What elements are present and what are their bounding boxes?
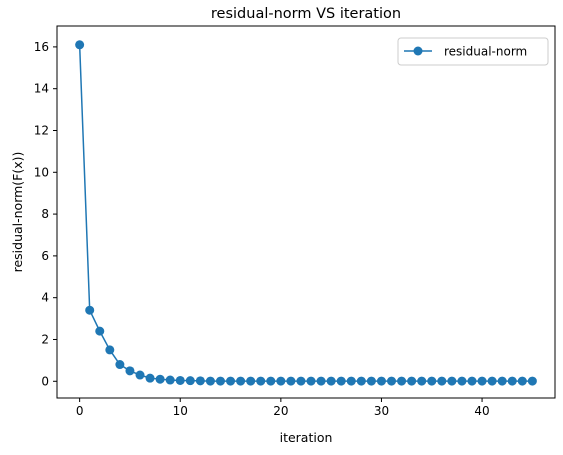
data-point bbox=[457, 376, 467, 386]
data-point bbox=[95, 326, 105, 336]
data-point bbox=[487, 376, 497, 386]
y-tick-label: 16 bbox=[34, 40, 49, 54]
data-point bbox=[236, 376, 246, 386]
data-point bbox=[246, 376, 256, 386]
data-point bbox=[195, 376, 205, 386]
y-tick-label: 14 bbox=[34, 82, 49, 96]
data-point bbox=[467, 376, 477, 386]
x-axis-ticks: 0 10 20 30 40 bbox=[76, 398, 490, 418]
data-point bbox=[175, 375, 185, 385]
data-point bbox=[306, 376, 316, 386]
y-tick-label: 8 bbox=[41, 207, 49, 221]
data-point bbox=[266, 376, 276, 386]
data-point bbox=[437, 376, 447, 386]
chart-title: residual-norm VS iteration bbox=[211, 6, 401, 22]
y-tick-label: 10 bbox=[34, 165, 49, 179]
data-point bbox=[165, 375, 175, 385]
data-point bbox=[356, 376, 366, 386]
data-point bbox=[145, 373, 155, 383]
legend-marker-swatch bbox=[413, 46, 423, 56]
data-point bbox=[417, 376, 427, 386]
data-point bbox=[276, 376, 286, 386]
x-tick-label: 30 bbox=[374, 404, 389, 418]
data-point bbox=[387, 376, 397, 386]
data-point bbox=[226, 376, 236, 386]
data-point bbox=[507, 376, 517, 386]
y-tick-label: 4 bbox=[41, 291, 49, 305]
plot-area bbox=[75, 40, 537, 386]
data-point bbox=[316, 376, 326, 386]
series-line bbox=[78, 44, 533, 382]
data-point bbox=[85, 305, 95, 315]
data-point bbox=[105, 345, 115, 355]
x-tick-label: 40 bbox=[474, 404, 489, 418]
data-point bbox=[477, 376, 487, 386]
y-axis-label: residual-norm(F(x)) bbox=[10, 152, 25, 273]
y-axis-ticks: 0 2 4 6 8 10 12 14 16 bbox=[34, 40, 57, 388]
data-point bbox=[336, 376, 346, 386]
y-tick-label: 0 bbox=[41, 374, 49, 388]
data-point bbox=[155, 374, 165, 384]
data-point bbox=[135, 370, 145, 380]
legend: residual-norm bbox=[397, 37, 549, 66]
data-point bbox=[497, 376, 507, 386]
x-tick-label: 0 bbox=[76, 404, 84, 418]
data-point bbox=[185, 376, 195, 386]
data-point bbox=[366, 376, 376, 386]
data-point bbox=[326, 376, 336, 386]
data-point bbox=[286, 376, 296, 386]
data-point bbox=[447, 376, 457, 386]
data-point bbox=[296, 376, 306, 386]
data-point bbox=[115, 360, 125, 370]
data-point bbox=[205, 376, 215, 386]
axes-frame bbox=[56, 25, 556, 399]
x-tick-label: 20 bbox=[273, 404, 288, 418]
data-point bbox=[75, 40, 85, 50]
data-point bbox=[527, 376, 537, 386]
data-point bbox=[427, 376, 437, 386]
data-point bbox=[346, 376, 356, 386]
data-point bbox=[125, 366, 135, 376]
legend-box bbox=[397, 37, 549, 66]
y-tick-label: 2 bbox=[41, 332, 49, 346]
data-point bbox=[256, 376, 266, 386]
y-tick-label: 12 bbox=[34, 123, 49, 137]
y-tick-label: 6 bbox=[41, 249, 49, 263]
data-point bbox=[517, 376, 527, 386]
legend-label: residual-norm bbox=[444, 45, 527, 59]
data-point bbox=[376, 376, 386, 386]
data-point bbox=[407, 376, 417, 386]
x-tick-label: 10 bbox=[173, 404, 188, 418]
data-point bbox=[397, 376, 407, 386]
x-axis-label: iteration bbox=[280, 430, 333, 445]
data-point bbox=[215, 376, 225, 386]
